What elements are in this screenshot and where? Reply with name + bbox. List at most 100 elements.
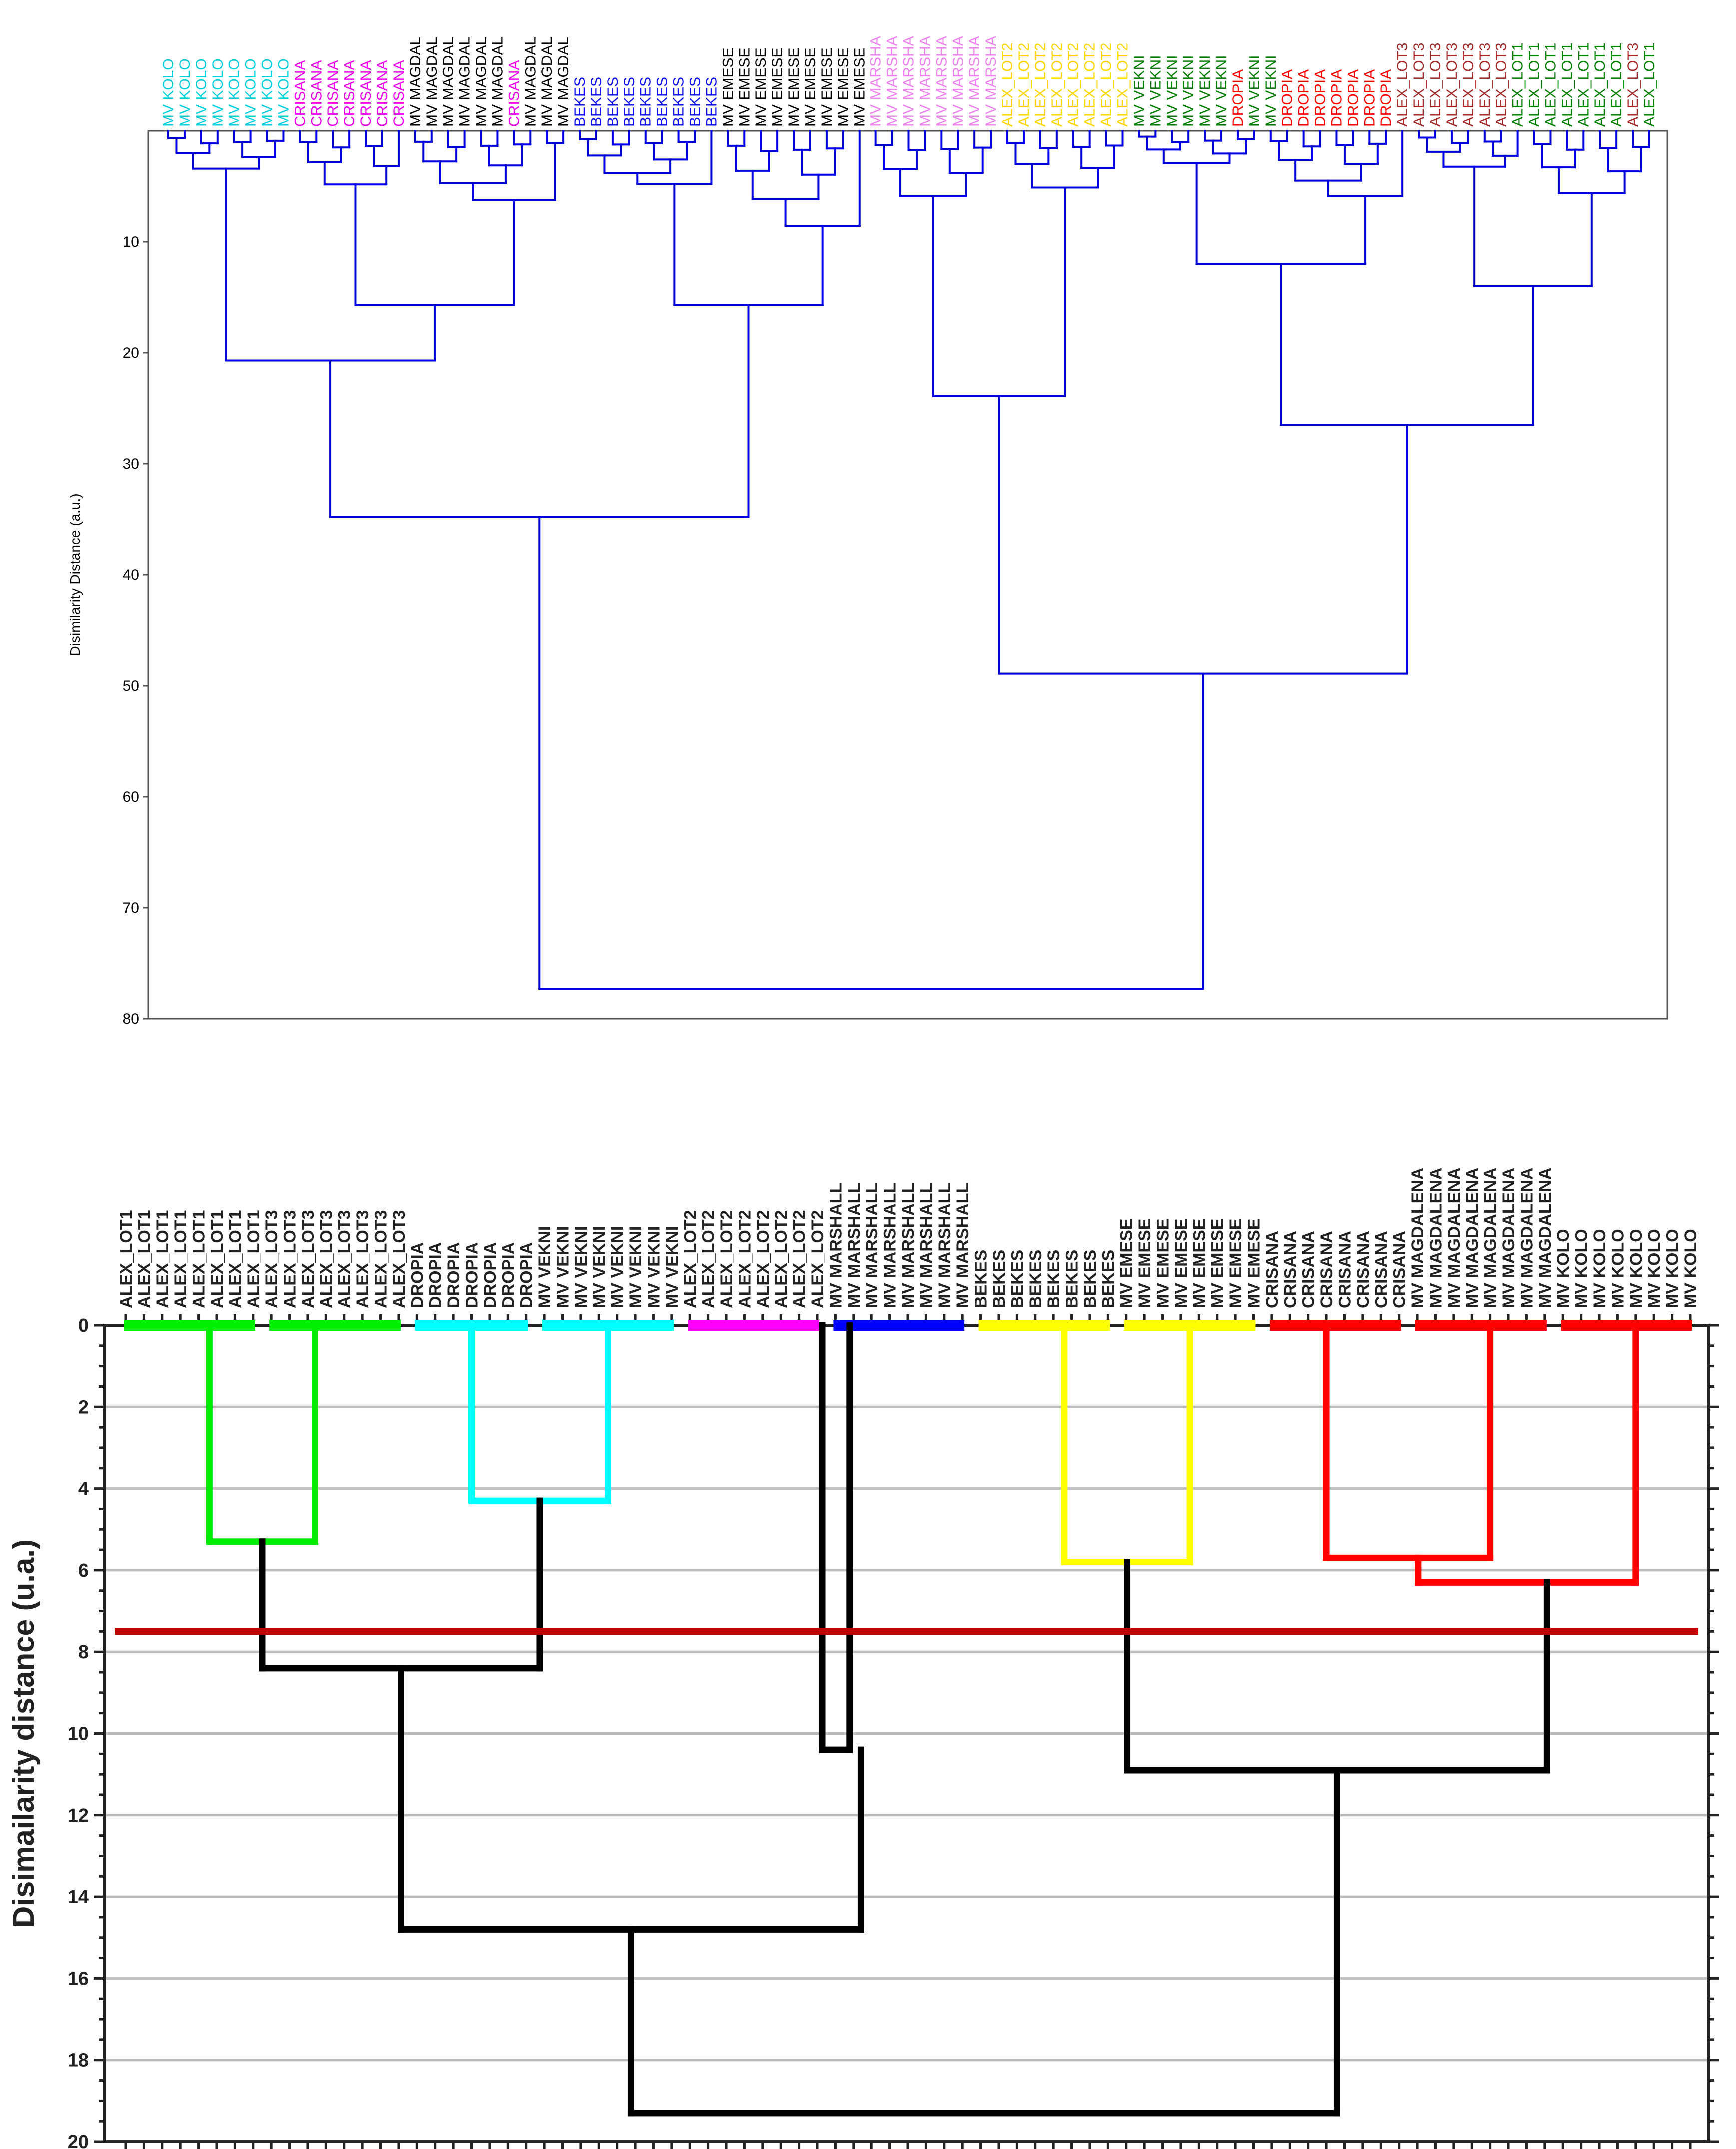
leaf-label: BEKES — [621, 77, 638, 127]
leaf-label: MV VEKNI — [553, 1226, 572, 1308]
leaf-label: ALEX_LOT2 — [717, 1210, 736, 1308]
leaf-label: MV VEKNI — [663, 1226, 682, 1308]
leaf-label: DROPIA — [1345, 69, 1361, 127]
leaf-label: DROPIA — [1361, 69, 1378, 127]
leaf-label: CRISANA — [1317, 1231, 1336, 1308]
leaf-label: CRISANA — [341, 60, 358, 127]
leaf-label: ALEX_LOT3 — [1427, 43, 1444, 127]
y-tick-label: 20 — [123, 345, 139, 361]
leaf-label: ALEX_LOT2 — [808, 1210, 827, 1308]
y-tick-label: 40 — [123, 567, 139, 583]
leaf-label: MV EMESE — [1172, 1219, 1191, 1308]
y-tick-label: 12 — [68, 1805, 89, 1826]
leaf-label: MV MAGDAL — [457, 37, 473, 127]
leaf-label: ALEX_LOT3 — [1477, 43, 1493, 127]
leaf-label: MV VEKNI — [572, 1226, 591, 1308]
leaf-label: MV KOLO — [177, 58, 193, 127]
leaf-label: MV EMESE — [1154, 1219, 1173, 1308]
leaf-label: ALEX_LOT1 — [244, 1210, 263, 1308]
leaf-label: CRISANA — [292, 60, 308, 127]
leaf-label: ALEX_LOT1 — [1542, 43, 1559, 127]
leaf-label: MV MARSHA — [966, 36, 983, 127]
leaf-label: MV MARSHA — [950, 36, 966, 127]
leaf-label: ALEX_LOT2 — [790, 1210, 809, 1308]
leaf-label: BEKES — [1026, 1250, 1045, 1308]
leaf-label: MV KOLO — [193, 58, 210, 127]
leaf-label: DROPIA — [499, 1242, 518, 1308]
leaf-label: BEKES — [638, 77, 654, 127]
leaf-label: MV VEKNI — [1263, 55, 1279, 127]
y-tick-label: 50 — [123, 678, 139, 694]
leaf-label: MV MAGDAL — [522, 37, 539, 127]
leaf-label: MV MARSHALL — [881, 1183, 900, 1308]
leaf-label: DROPIA — [481, 1242, 500, 1308]
leaf-label: ALEX_LOT3 — [262, 1210, 281, 1308]
leaf-label: ALEX_LOT3 — [353, 1210, 372, 1308]
leaf-label: ALEX_LOT2 — [699, 1210, 718, 1308]
y-tick-label: 8 — [78, 1642, 89, 1663]
leaf-label: ALEX_LOT2 — [1049, 43, 1065, 127]
leaf-label: MV MARSHA — [933, 36, 950, 127]
y-tick-label: 4 — [78, 1479, 89, 1500]
leaf-label: MV KOLO — [1590, 1229, 1609, 1308]
leaf-label: DROPIA — [1230, 69, 1246, 127]
leaf-label: MV MARSHA — [917, 36, 933, 127]
leaf-label: ALEX_LOT3 — [1493, 43, 1510, 127]
leaf-label: MV KOLO — [275, 58, 292, 127]
leaf-label: MV MARSHALL — [845, 1183, 864, 1308]
leaf-label: CRISANA — [1263, 1231, 1282, 1308]
leaf-label: MV KOLO — [1572, 1229, 1591, 1308]
leaf-label: MV EMESE — [769, 48, 786, 127]
leaf-label: MV VEKNI — [535, 1226, 554, 1308]
leaf-label: MV KOLO — [259, 58, 276, 127]
leaf-label: MV EMESE — [720, 48, 736, 127]
leaf-label: ALEX_LOT2 — [772, 1210, 791, 1308]
y-tick-label: 18 — [68, 2050, 89, 2071]
leaf-label: MV VEKNI — [608, 1226, 627, 1308]
y-tick-label: 10 — [68, 1724, 89, 1745]
leaf-label: MV MAGDALENA — [1463, 1168, 1482, 1308]
leaf-label: MV MAGDALENA — [1517, 1168, 1536, 1308]
leaf-label: MV EMESE — [1208, 1219, 1227, 1308]
leaf-label: CRISANA — [374, 60, 391, 127]
leaf-label: DROPIA — [1296, 69, 1312, 127]
leaf-label: MV KOLO — [1663, 1229, 1682, 1308]
leaf-label: MV EMESE — [1226, 1219, 1245, 1308]
leaf-label: ALEX_LOT1 — [135, 1210, 154, 1308]
leaf-label: CRISANA — [1335, 1231, 1354, 1308]
leaf-label: BEKES — [588, 77, 605, 127]
leaf-label: MV EMESE — [802, 48, 819, 127]
leaf-label: MV EMESE — [1135, 1219, 1154, 1308]
leaf-label: ALEX_LOT3 — [372, 1210, 391, 1308]
leaf-label: BEKES — [1063, 1250, 1082, 1308]
y-tick-label: 14 — [68, 1887, 89, 1908]
leaf-label: MV MAGDALENA — [1499, 1168, 1518, 1308]
leaf-label: MV EMESE — [786, 48, 802, 127]
leaf-label: MV KOLO — [1554, 1229, 1573, 1308]
leaf-label: MV MAGDAL — [424, 37, 440, 127]
leaf-label: DROPIA — [463, 1242, 482, 1308]
leaf-label: BEKES — [671, 77, 687, 127]
leaf-label: BEKES — [687, 77, 704, 127]
leaf-label: MV KOLO — [1681, 1229, 1700, 1308]
leaf-label: MV MAGDALENA — [1481, 1168, 1500, 1308]
leaf-label: MV MAGDALENA — [1408, 1168, 1427, 1308]
leaf-label: MV MAGDAL — [407, 37, 424, 127]
leaf-label: ALEX_LOT3 — [299, 1210, 318, 1308]
leaf-label: ALEX_LOT1 — [117, 1210, 136, 1308]
leaf-label: MV KOLO — [160, 58, 177, 127]
leaf-label: MV MARSHA — [868, 36, 884, 127]
leaf-label: MV VEKNI — [1164, 55, 1180, 127]
leaf-label: MV MAGDAL — [440, 37, 457, 127]
leaf-label: MV EMESE — [753, 48, 769, 127]
leaf-label: MV VEKNI — [1147, 55, 1164, 127]
leaf-label: MV EMESE — [1117, 1219, 1136, 1308]
leaf-label: ALEX_LOT1 — [226, 1210, 245, 1308]
top-dendrogram-panel: 10 20 30 40 50 60 70 80 Disimilarity Distance (a… — [67, 36, 1668, 1027]
leaf-label: MV EMESE — [1245, 1219, 1264, 1308]
y-axis-label: Disimilarity Distance (a.u.) — [67, 493, 83, 656]
leaf-label: BEKES — [972, 1250, 991, 1308]
leaf-label: CRISANA — [358, 60, 374, 127]
leaf-label: MV EMESE — [852, 48, 868, 127]
